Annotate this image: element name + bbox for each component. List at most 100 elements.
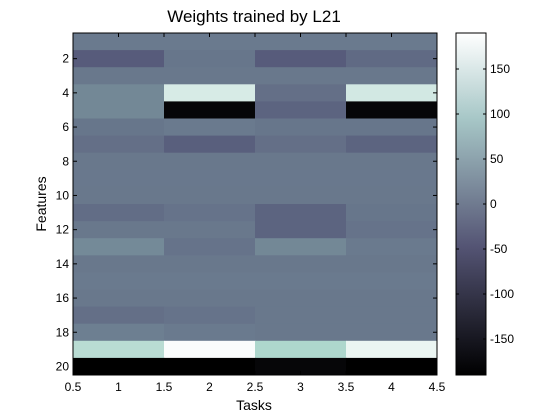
heatmap-cell (255, 289, 347, 308)
heatmap-cell (255, 135, 347, 154)
heatmap-cell (255, 272, 347, 290)
colorbar-tick-label: 100 (490, 107, 510, 121)
heatmap-cell (346, 169, 438, 188)
heatmap-cell (73, 67, 165, 85)
heatmap-cell (255, 33, 347, 51)
y-tick-label: 10 (56, 188, 70, 202)
x-tick-label: 3 (297, 380, 304, 394)
heatmap-cell (164, 169, 256, 188)
heatmap-cell (73, 238, 165, 256)
y-tick-label: 18 (56, 325, 70, 339)
y-tick-label: 16 (56, 291, 70, 305)
heatmap-cell (73, 204, 165, 222)
heatmap-cell (73, 323, 165, 342)
heatmap-cell (346, 118, 438, 137)
heatmap-cell (346, 204, 438, 222)
y-tick-label: 12 (56, 223, 70, 237)
heatmap-cell (73, 289, 165, 308)
chart-title: Weights trained by L21 (167, 7, 341, 26)
y-tick-label: 20 (56, 359, 70, 373)
heatmap-cell (164, 272, 256, 290)
heatmap-cell (73, 118, 165, 137)
colorbar-tick-label: 50 (490, 152, 504, 166)
heatmap-cell (346, 152, 438, 171)
heatmap-cell (346, 186, 438, 205)
heatmap-cell (255, 204, 347, 222)
colorbar-tick-label: -50 (490, 242, 508, 256)
colorbar-tick-label: 150 (490, 62, 510, 76)
x-tick-label: 3.5 (338, 380, 355, 394)
heatmap-cell (346, 67, 438, 85)
heatmap-cell (346, 255, 438, 273)
x-tick-label: 1.5 (156, 380, 173, 394)
heatmap-cell (73, 152, 165, 171)
heatmap-cell (346, 306, 438, 325)
heatmap-cell (255, 306, 347, 325)
heatmap-cells (73, 33, 438, 376)
heatmap-cell (255, 340, 347, 359)
heatmap-cell (73, 272, 165, 290)
heatmap-cell (164, 323, 256, 342)
heatmap-cell (346, 272, 438, 290)
heatmap-cell (164, 50, 256, 68)
y-tick-label: 4 (62, 86, 69, 100)
heatmap-cell (346, 289, 438, 308)
heatmap-cell (255, 67, 347, 85)
heatmap-cell (346, 357, 438, 376)
y-tick-label: 2 (62, 52, 69, 66)
x-axis: 0.5 1 1.5 2 2.5 3 3.5 4 4.5 (65, 33, 446, 394)
heatmap-cell (73, 340, 165, 359)
heatmap-cell (73, 306, 165, 325)
heatmap-cell (346, 50, 438, 68)
heatmap-cell (164, 101, 256, 119)
y-axis-label: Features (33, 176, 49, 231)
heatmap-cell (164, 186, 256, 205)
heatmap-cell (255, 169, 347, 188)
x-tick-label: 2 (206, 380, 213, 394)
y-axis: 2 4 6 8 10 12 14 16 18 20 (56, 52, 437, 373)
y-tick-label: 6 (62, 120, 69, 134)
heatmap-cell (164, 340, 256, 359)
heatmap-cell (255, 118, 347, 137)
heatmap-cell (164, 118, 256, 137)
heatmap-cell (73, 84, 165, 102)
heatmap-cell (346, 135, 438, 154)
heatmap-cell (164, 255, 256, 273)
heatmap-cell (346, 238, 438, 256)
heatmap-cell (164, 306, 256, 325)
heatmap-cell (164, 238, 256, 256)
heatmap-cell (255, 238, 347, 256)
heatmap-cell (73, 135, 165, 154)
heatmap-cell (255, 152, 347, 171)
heatmap-cell (346, 33, 438, 51)
heatmap-cell (164, 357, 256, 376)
x-tick-label: 0.5 (65, 380, 82, 394)
heatmap-cell (164, 84, 256, 102)
y-tick-label: 14 (56, 257, 70, 271)
heatmap-cell (255, 186, 347, 205)
x-tick-label: 1 (115, 380, 122, 394)
heatmap-cell (73, 33, 165, 51)
heatmap-cell (164, 135, 256, 154)
heatmap-cell (346, 221, 438, 239)
colorbar-tick-label: -150 (490, 332, 514, 346)
heatmap-cell (73, 186, 165, 205)
heatmap-cell (73, 255, 165, 273)
x-tick-label: 4 (388, 380, 395, 394)
heatmap-cell (346, 101, 438, 119)
heatmap-cell (255, 255, 347, 273)
x-axis-label: Tasks (236, 397, 272, 413)
heatmap-cell (346, 340, 438, 359)
heatmap-cell (255, 221, 347, 239)
heatmap-cell (346, 84, 438, 102)
heatmap-cell (255, 50, 347, 68)
heatmap-cell (164, 33, 256, 51)
x-tick-label: 4.5 (429, 380, 446, 394)
heatmap-cell (164, 221, 256, 239)
heatmap-cell (164, 289, 256, 308)
heatmap-cell (73, 50, 165, 68)
heatmap-cell (73, 357, 165, 376)
heatmap-cell (255, 323, 347, 342)
heatmap-cell (164, 152, 256, 171)
